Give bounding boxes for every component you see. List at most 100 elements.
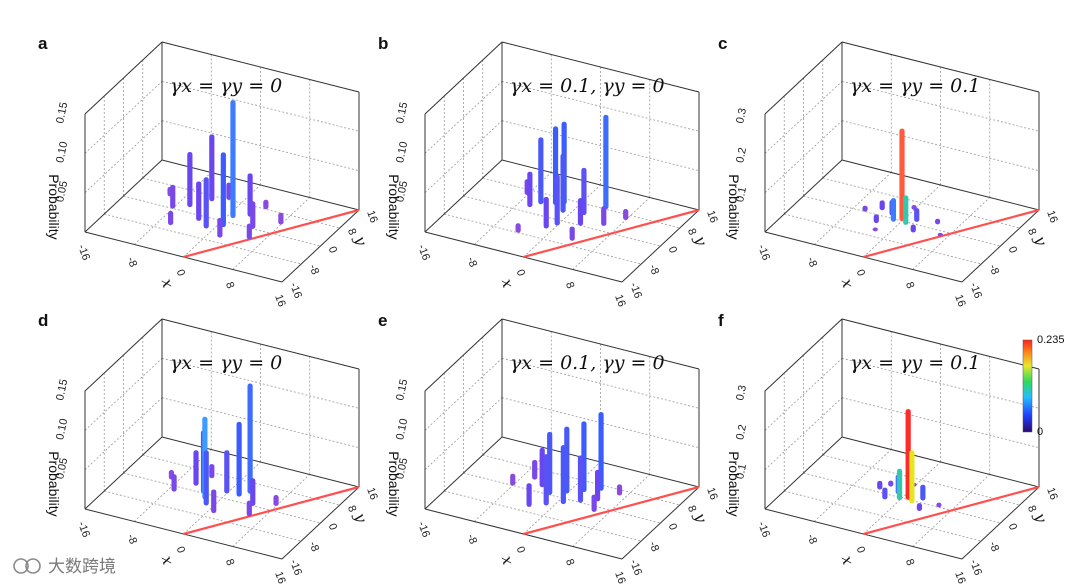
- panel-a: aγx = γy = 00.050.100.15Probability-16-8…: [38, 34, 380, 309]
- bar: [515, 223, 521, 233]
- panel-letter: e: [378, 311, 387, 330]
- x-axis-label: x: [158, 277, 178, 290]
- x-tick-label: -8: [464, 532, 479, 545]
- bar: [187, 152, 193, 208]
- bar: [246, 500, 252, 517]
- bar: [193, 450, 199, 486]
- floor-back-edge: [841, 436, 1040, 488]
- y-tick-label: 16: [364, 486, 379, 502]
- x-tick-label: 0: [174, 268, 187, 278]
- left-wall-gridline: [424, 397, 503, 470]
- x-axis-label: x: [158, 554, 178, 567]
- x-tick-label: 16: [952, 570, 967, 585]
- diagonal-line: [863, 208, 1040, 259]
- panel-letter: c: [718, 34, 727, 53]
- bar: [560, 153, 566, 213]
- left-top-edge: [84, 41, 163, 115]
- panel-title: γx = γy = 0: [170, 352, 282, 374]
- bar: [273, 494, 279, 506]
- floor-left-edge: [764, 436, 843, 510]
- x-tick-label: 16: [612, 293, 627, 309]
- x-tick-label: 0: [854, 268, 867, 278]
- bar: [543, 454, 549, 506]
- panel-title: γx = 0.1, γy = 0: [510, 75, 665, 97]
- back-top-edge: [841, 318, 1040, 370]
- floor-back-edge: [841, 159, 1040, 211]
- panel-b: b γx = 0.1, γy = 0 0.05 0.10 0.15 Probability…: [378, 34, 720, 309]
- bar: [217, 217, 223, 238]
- bar: [224, 450, 230, 494]
- diagonal-line: [183, 208, 360, 259]
- bar: [577, 198, 584, 226]
- bar: [591, 494, 597, 512]
- y-tick-label: -16: [967, 558, 984, 577]
- y-tick-label: 16: [704, 486, 719, 502]
- bar: [623, 208, 629, 220]
- left-wall-gridline: [84, 358, 163, 431]
- floor-back-edge: [161, 159, 360, 211]
- bar: [543, 196, 549, 229]
- y-tick-label: -16: [287, 558, 304, 577]
- y-tick-label: 0: [666, 522, 679, 532]
- x-tick-label: 8: [903, 280, 916, 290]
- y-axis-label: y: [1031, 510, 1051, 525]
- x-tick-label: -8: [124, 255, 139, 268]
- floor-gridline: [813, 172, 892, 245]
- panel-letter: d: [38, 311, 48, 330]
- y-tick-label: 0: [326, 245, 339, 255]
- bar: [577, 455, 584, 503]
- y-tick-label: 16: [364, 209, 379, 225]
- floor-right-edge: [621, 486, 700, 560]
- panel-title: γx = γy = 0: [170, 75, 282, 97]
- back-wall-gridline: [501, 120, 700, 172]
- floor-gridline: [784, 213, 982, 265]
- x-tick-label: 8: [563, 557, 576, 567]
- bar: [934, 218, 941, 225]
- y-tick-label: -16: [287, 281, 304, 300]
- colorbar-min-label: 0: [1037, 426, 1043, 438]
- x-tick-label: 16: [952, 293, 967, 309]
- panel-c: cγx = γy = 0.10.10.20.3Probability-16-80…: [718, 34, 1060, 309]
- left-top-edge: [424, 41, 503, 115]
- y-tick-label: -8: [986, 540, 1001, 553]
- bar: [879, 200, 885, 211]
- back-top-edge: [161, 318, 360, 370]
- floor-gridline: [123, 472, 321, 524]
- left-wall-gridline: [424, 120, 503, 193]
- panel-title: γx = γy = 0.1: [850, 75, 980, 97]
- bar: [209, 134, 215, 202]
- bar: [569, 226, 575, 241]
- y-tick-label: 16: [1044, 486, 1059, 502]
- y-axis-label: y: [691, 233, 711, 248]
- y-axis-label: y: [1031, 233, 1051, 248]
- diagonal-line: [523, 485, 700, 536]
- z-tick-label: 0.05: [54, 457, 70, 480]
- panel-letter: b: [378, 34, 388, 53]
- left-top-edge: [764, 41, 843, 115]
- y-axis-label: y: [351, 233, 371, 248]
- bar: [873, 214, 879, 224]
- bar: [203, 177, 209, 229]
- y-tick-label: 0: [666, 245, 679, 255]
- bar: [560, 445, 566, 505]
- x-axis-label: x: [498, 277, 518, 290]
- bar: [910, 224, 916, 233]
- watermark-text: 大数跨境: [48, 557, 116, 577]
- y-tick-label: -16: [627, 281, 644, 300]
- panel-title: γx = 0.1, γy = 0: [510, 352, 665, 374]
- bar: [510, 473, 516, 486]
- y-tick-label: -16: [967, 281, 984, 300]
- left-wall-gridline: [764, 81, 843, 154]
- z-tick-label: 0.15: [394, 378, 410, 401]
- bar: [526, 483, 532, 507]
- floor-left-edge: [84, 436, 163, 510]
- floor-gridline: [104, 213, 302, 265]
- x-tick-label: 0: [174, 545, 187, 555]
- bar: [250, 201, 256, 229]
- diagonal-line: [523, 208, 700, 259]
- bar: [527, 171, 533, 208]
- back-wall-gridline: [161, 357, 360, 409]
- floor-gridline: [463, 195, 661, 247]
- colorbar-gradient: [1022, 339, 1033, 433]
